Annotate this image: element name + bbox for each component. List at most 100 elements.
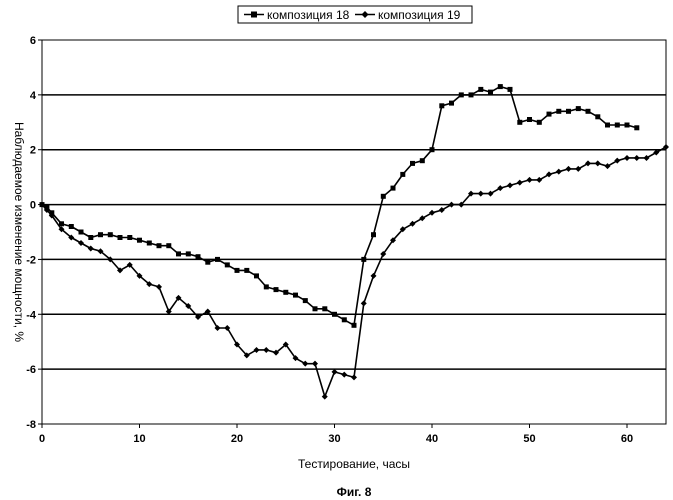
data-point-square [254, 273, 259, 278]
data-point-square [98, 232, 103, 237]
data-point-square [157, 243, 162, 248]
data-point-square [244, 268, 249, 273]
data-point-square [352, 323, 357, 328]
figure-caption: Фиг. 8 [337, 485, 372, 499]
data-point-diamond [634, 155, 640, 161]
data-point-square [147, 241, 152, 246]
y-tick-label: 6 [30, 35, 36, 47]
data-point-diamond [341, 372, 347, 378]
data-point-diamond [156, 284, 162, 290]
y-tick-label: -2 [26, 254, 36, 266]
data-point-square [595, 114, 600, 119]
data-point-square [225, 262, 230, 267]
data-point-diamond [517, 180, 523, 186]
y-tick-label: -6 [26, 364, 36, 376]
x-axis-title: Тестирование, часы [298, 457, 410, 471]
y-tick-label: -8 [26, 419, 36, 431]
data-point-square [439, 103, 444, 108]
x-axis-ticks: 0102030405060 [39, 424, 633, 445]
data-point-square [332, 312, 337, 317]
data-point-square [459, 92, 464, 97]
data-point-square [196, 254, 201, 259]
legend-label-series-1: композиция 18 [267, 8, 350, 22]
data-point-square [108, 232, 113, 237]
x-tick-label: 40 [426, 433, 438, 445]
data-point-square [293, 293, 298, 298]
data-point-square [381, 194, 386, 199]
x-tick-label: 60 [621, 433, 633, 445]
data-point-diamond [488, 191, 494, 197]
data-point-diamond [361, 300, 367, 306]
data-point-square [537, 120, 542, 125]
plot-area-border [42, 40, 666, 424]
data-point-diamond [624, 155, 630, 161]
data-point-square [527, 117, 532, 122]
series-line [42, 147, 666, 397]
data-point-diamond [605, 163, 611, 169]
data-point-square [634, 125, 639, 130]
data-point-diamond [478, 191, 484, 197]
data-point-square [303, 298, 308, 303]
data-point-square [400, 172, 405, 177]
data-point-square [342, 317, 347, 322]
x-tick-label: 0 [39, 433, 45, 445]
data-point-diamond [507, 182, 513, 188]
data-point-square [517, 120, 522, 125]
data-point-diamond [566, 166, 572, 172]
data-point-diamond [263, 347, 269, 353]
data-point-diamond [322, 394, 328, 400]
data-point-square [566, 109, 571, 114]
gridlines [42, 95, 666, 369]
data-point-square [576, 106, 581, 111]
data-point-diamond [302, 361, 308, 367]
data-point-diamond [371, 273, 377, 279]
data-point-square [556, 109, 561, 114]
x-tick-label: 30 [328, 433, 340, 445]
data-series [39, 84, 669, 399]
data-point-square [498, 84, 503, 89]
data-point-square [547, 112, 552, 117]
data-point-square [430, 147, 435, 152]
data-point-square [186, 251, 191, 256]
data-point-square [361, 257, 366, 262]
data-point-square [410, 161, 415, 166]
data-point-square [166, 243, 171, 248]
data-point-diamond [88, 245, 94, 251]
y-axis-ticks: -8 -6 -4 -2 0 2 4 6 [26, 35, 42, 431]
data-point-square [264, 284, 269, 289]
legend: композиция 18 композиция 19 [238, 6, 472, 23]
y-tick-label: -4 [26, 309, 37, 321]
data-point-square [478, 87, 483, 92]
data-point-square [322, 306, 327, 311]
data-point-square [625, 123, 630, 128]
data-point-square [605, 123, 610, 128]
data-point-square [137, 238, 142, 243]
data-point-square [449, 101, 454, 106]
series-1 [40, 84, 640, 328]
data-point-square [118, 235, 123, 240]
data-point-square [615, 123, 620, 128]
x-tick-label: 10 [133, 433, 145, 445]
y-tick-label: 0 [30, 200, 36, 212]
data-point-diamond [575, 166, 581, 172]
data-point-square [69, 224, 74, 229]
data-point-diamond [527, 177, 533, 183]
data-point-square [586, 109, 591, 114]
data-point-square [508, 87, 513, 92]
data-point-square [215, 257, 220, 262]
data-point-square [127, 235, 132, 240]
data-point-diamond [351, 374, 357, 380]
data-point-diamond [536, 177, 542, 183]
x-tick-label: 20 [231, 433, 243, 445]
legend-label-series-2: композиция 19 [378, 8, 461, 22]
data-point-diamond [556, 169, 562, 175]
data-point-square [420, 158, 425, 163]
y-tick-label: 4 [30, 90, 37, 102]
data-point-diamond [595, 160, 601, 166]
data-point-diamond [439, 207, 445, 213]
data-point-square [205, 260, 210, 265]
y-tick-label: 2 [30, 145, 36, 157]
data-point-square [79, 230, 84, 235]
